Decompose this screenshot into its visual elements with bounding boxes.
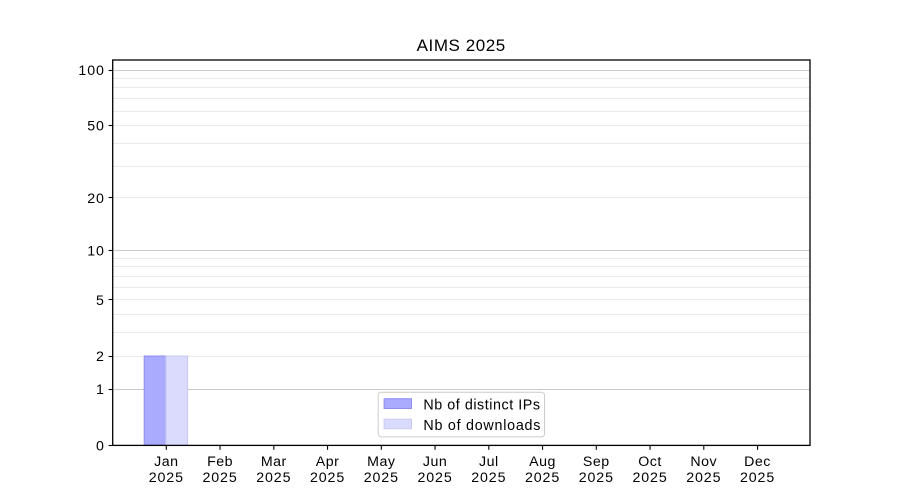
svg-text:Jan: Jan	[154, 454, 178, 470]
svg-text:2025: 2025	[364, 470, 399, 486]
svg-text:Jun: Jun	[423, 454, 447, 470]
svg-text:2025: 2025	[417, 470, 452, 486]
svg-text:0: 0	[96, 439, 105, 455]
svg-text:2025: 2025	[525, 470, 560, 486]
svg-text:10: 10	[87, 244, 105, 260]
svg-text:2025: 2025	[202, 470, 237, 486]
svg-text:Aug: Aug	[529, 454, 556, 470]
svg-text:2025: 2025	[579, 470, 614, 486]
svg-text:May: May	[367, 454, 396, 470]
svg-text:Mar: Mar	[261, 454, 287, 470]
svg-text:2025: 2025	[632, 470, 667, 486]
svg-text:Nov: Nov	[690, 454, 717, 470]
svg-text:Nb of downloads: Nb of downloads	[423, 418, 541, 434]
svg-text:2025: 2025	[256, 470, 291, 486]
svg-text:2025: 2025	[740, 470, 775, 486]
svg-text:100: 100	[78, 63, 104, 79]
svg-text:Nb of distinct IPs: Nb of distinct IPs	[423, 398, 540, 414]
svg-text:2025: 2025	[471, 470, 506, 486]
svg-text:Feb: Feb	[207, 454, 233, 470]
svg-text:Jul: Jul	[479, 454, 499, 470]
svg-text:5: 5	[96, 293, 105, 309]
svg-text:1: 1	[96, 382, 105, 398]
svg-text:2025: 2025	[149, 470, 184, 486]
svg-text:Oct: Oct	[638, 454, 662, 470]
svg-text:Dec: Dec	[744, 454, 771, 470]
svg-text:Apr: Apr	[316, 454, 340, 470]
svg-text:2025: 2025	[686, 470, 721, 486]
svg-text:2: 2	[96, 349, 105, 365]
svg-text:50: 50	[87, 119, 105, 135]
svg-text:2025: 2025	[310, 470, 345, 486]
svg-text:Sep: Sep	[583, 454, 610, 470]
svg-text:20: 20	[87, 191, 105, 207]
svg-text:AIMS 2025: AIMS 2025	[417, 36, 506, 55]
